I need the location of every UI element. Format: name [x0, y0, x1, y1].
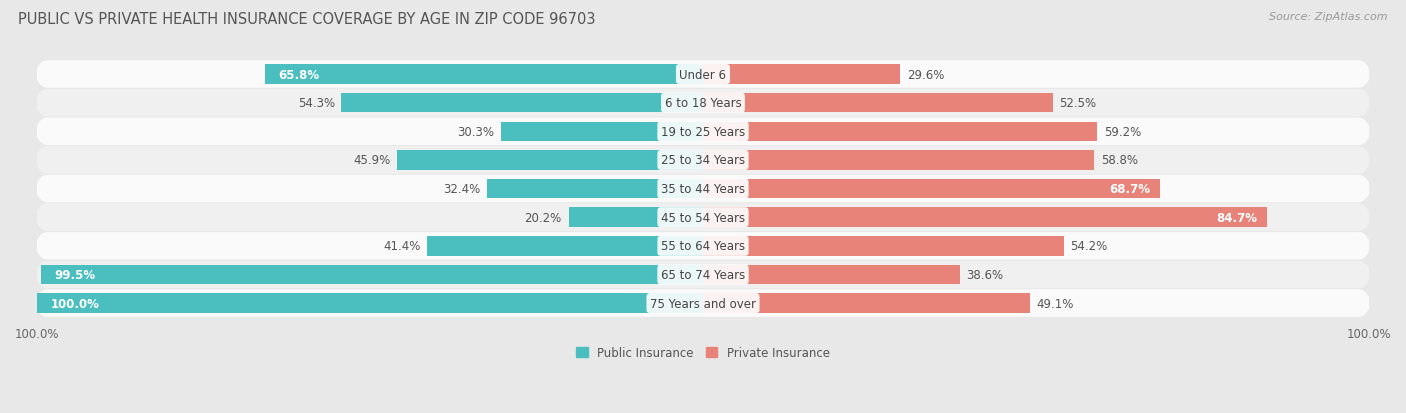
Text: 75 Years and over: 75 Years and over — [650, 297, 756, 310]
Text: 19 to 25 Years: 19 to 25 Years — [661, 126, 745, 138]
FancyBboxPatch shape — [27, 31, 1379, 176]
Text: PUBLIC VS PRIVATE HEALTH INSURANCE COVERAGE BY AGE IN ZIP CODE 96703: PUBLIC VS PRIVATE HEALTH INSURANCE COVER… — [18, 12, 596, 27]
FancyBboxPatch shape — [27, 3, 1379, 147]
Bar — [703, 122, 1097, 142]
Bar — [703, 151, 1094, 170]
Text: 6 to 18 Years: 6 to 18 Years — [665, 97, 741, 110]
FancyBboxPatch shape — [27, 231, 1379, 375]
Text: 54.2%: 54.2% — [1070, 240, 1108, 253]
FancyBboxPatch shape — [27, 117, 1379, 261]
Bar — [427, 237, 703, 256]
Bar — [568, 208, 703, 228]
FancyBboxPatch shape — [27, 174, 1379, 318]
Text: 35 to 44 Years: 35 to 44 Years — [661, 183, 745, 196]
Bar — [398, 151, 703, 170]
Bar — [37, 294, 703, 313]
Text: 45.9%: 45.9% — [353, 154, 391, 167]
Text: 49.1%: 49.1% — [1036, 297, 1074, 310]
FancyBboxPatch shape — [27, 60, 1379, 204]
Text: 25 to 34 Years: 25 to 34 Years — [661, 154, 745, 167]
Bar — [488, 179, 703, 199]
Text: 58.8%: 58.8% — [1101, 154, 1137, 167]
Bar — [703, 265, 960, 285]
Text: 68.7%: 68.7% — [1109, 183, 1150, 196]
Text: 32.4%: 32.4% — [443, 183, 481, 196]
Bar — [703, 179, 1160, 199]
Text: 55 to 64 Years: 55 to 64 Years — [661, 240, 745, 253]
FancyBboxPatch shape — [27, 146, 1379, 290]
Text: 59.2%: 59.2% — [1104, 126, 1142, 138]
Bar — [703, 294, 1029, 313]
FancyBboxPatch shape — [27, 203, 1379, 347]
Bar — [703, 94, 1053, 113]
Bar — [703, 237, 1064, 256]
Text: 41.4%: 41.4% — [384, 240, 420, 253]
Bar — [342, 94, 703, 113]
Text: 65 to 74 Years: 65 to 74 Years — [661, 268, 745, 281]
Text: 52.5%: 52.5% — [1059, 97, 1097, 110]
Text: 29.6%: 29.6% — [907, 68, 943, 81]
Text: 30.3%: 30.3% — [457, 126, 495, 138]
Legend: Public Insurance, Private Insurance: Public Insurance, Private Insurance — [571, 342, 835, 364]
Bar — [703, 65, 900, 85]
Text: 20.2%: 20.2% — [524, 211, 562, 224]
Text: 100.0%: 100.0% — [51, 297, 100, 310]
Text: 54.3%: 54.3% — [298, 97, 335, 110]
Text: Source: ZipAtlas.com: Source: ZipAtlas.com — [1270, 12, 1388, 22]
Text: Under 6: Under 6 — [679, 68, 727, 81]
Text: 84.7%: 84.7% — [1216, 211, 1257, 224]
Text: 65.8%: 65.8% — [278, 68, 319, 81]
Text: 38.6%: 38.6% — [967, 268, 1004, 281]
Bar — [41, 265, 703, 285]
FancyBboxPatch shape — [27, 88, 1379, 233]
Text: 45 to 54 Years: 45 to 54 Years — [661, 211, 745, 224]
Bar — [264, 65, 703, 85]
Bar — [703, 208, 1267, 228]
Text: 99.5%: 99.5% — [53, 268, 96, 281]
Bar — [502, 122, 703, 142]
